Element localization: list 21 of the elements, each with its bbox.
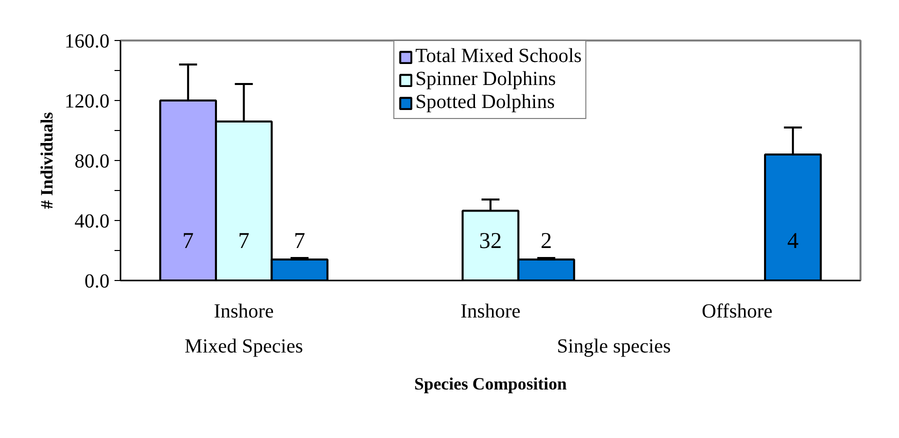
legend-label: Spinner Dolphins: [415, 68, 556, 91]
y-axis-title: # Individuals: [38, 112, 56, 209]
annotation: 4: [787, 228, 799, 253]
y-tick-label: 40.0: [74, 210, 110, 232]
annotation: 7: [294, 228, 306, 253]
annotation: 2: [540, 228, 552, 253]
x-tick-label: Offshore: [702, 300, 773, 322]
annotation: 7: [238, 228, 250, 253]
y-tick-label: 0.0: [84, 270, 110, 292]
legend-label: Total Mixed Schools: [415, 45, 582, 68]
y-tick-label: 160.0: [64, 30, 110, 52]
x-tick-label: Inshore: [460, 300, 521, 322]
legend-label: Spotted Dolphins: [415, 91, 555, 114]
annotation: 32: [479, 228, 502, 253]
annotation: 7: [182, 228, 194, 253]
text: Single species: [556, 336, 671, 358]
x-tick-label: Inshore: [214, 300, 274, 322]
y-tick-label: 80.0: [74, 150, 110, 172]
y-tick-label: 120.0: [64, 90, 110, 112]
text: Mixed Species: [184, 336, 304, 358]
x-axis-title: Species Composition: [414, 374, 568, 394]
